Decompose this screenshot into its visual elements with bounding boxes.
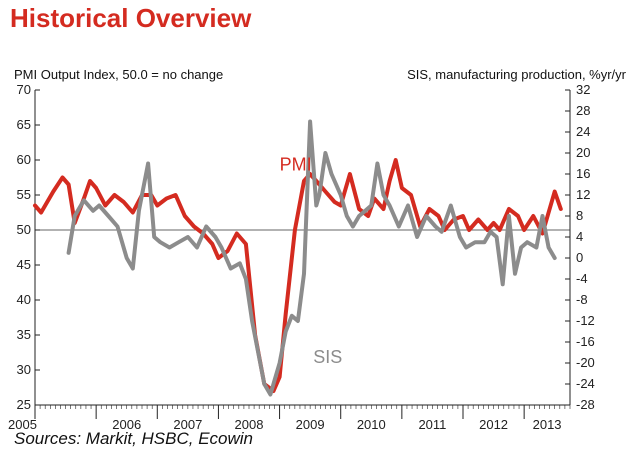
chart-title: Historical Overview bbox=[10, 3, 252, 33]
x-year-label: 2011 bbox=[418, 417, 446, 432]
x-year-label: 2006 bbox=[112, 417, 141, 432]
left-tick-label: 30 bbox=[17, 362, 31, 377]
left-tick-label: 25 bbox=[17, 397, 31, 412]
source-note: Sources: Markit, HSBC, Ecowin bbox=[14, 429, 254, 448]
series-line-pmi bbox=[33, 158, 563, 393]
right-tick-label: 8 bbox=[576, 208, 583, 223]
right-tick-label: 20 bbox=[576, 145, 590, 160]
right-tick-label: -24 bbox=[576, 376, 595, 391]
x-year-label: 2007 bbox=[173, 417, 202, 432]
left-tick-label: 40 bbox=[17, 292, 31, 307]
series-label-pmi: PMI bbox=[280, 155, 312, 175]
series-label-sis: SIS bbox=[313, 347, 342, 367]
right-tick-label: -16 bbox=[576, 334, 595, 349]
series-labels-group: PMI SIS bbox=[280, 155, 343, 368]
x-year-label: 2013 bbox=[533, 417, 562, 432]
series-group bbox=[33, 119, 563, 397]
x-year-label: 2009 bbox=[296, 417, 325, 432]
x-year-label: 2010 bbox=[357, 417, 386, 432]
left-tick-label: 55 bbox=[17, 187, 31, 202]
left-tick-label: 65 bbox=[17, 117, 31, 132]
right-tick-label: 28 bbox=[576, 103, 590, 118]
x-year-label: 2005 bbox=[8, 417, 37, 432]
left-tick-label: 60 bbox=[17, 152, 31, 167]
series-line-sis bbox=[66, 119, 557, 397]
right-tick-label: 16 bbox=[576, 166, 590, 181]
right-tick-label: 12 bbox=[576, 187, 590, 202]
right-tick-label: -28 bbox=[576, 397, 595, 412]
x-year-label: 2008 bbox=[235, 417, 264, 432]
right-tick-label: 0 bbox=[576, 250, 583, 265]
right-tick-label: 4 bbox=[576, 229, 583, 244]
left-axis-label: PMI Output Index, 50.0 = no change bbox=[14, 67, 224, 82]
x-year-label: 2012 bbox=[479, 417, 508, 432]
axes-group: 25 30 35 40 45 50 55 60 65 70 -28 -24 -20 -16 -12 -8 -4 0… bbox=[8, 82, 595, 432]
right-tick-label: -4 bbox=[576, 271, 588, 286]
right-tick-label: -12 bbox=[576, 313, 595, 328]
left-tick-label: 70 bbox=[17, 82, 31, 97]
right-tick-label: -20 bbox=[576, 355, 595, 370]
right-axis-label: SIS, manufacturing production, %yr/yr bbox=[407, 67, 626, 82]
right-tick-label: 24 bbox=[576, 124, 590, 139]
left-tick-label: 35 bbox=[17, 327, 31, 342]
right-tick-label: 32 bbox=[576, 82, 590, 97]
left-tick-label: 50 bbox=[17, 222, 31, 237]
left-tick-label: 45 bbox=[17, 257, 31, 272]
right-tick-label: -8 bbox=[576, 292, 588, 307]
